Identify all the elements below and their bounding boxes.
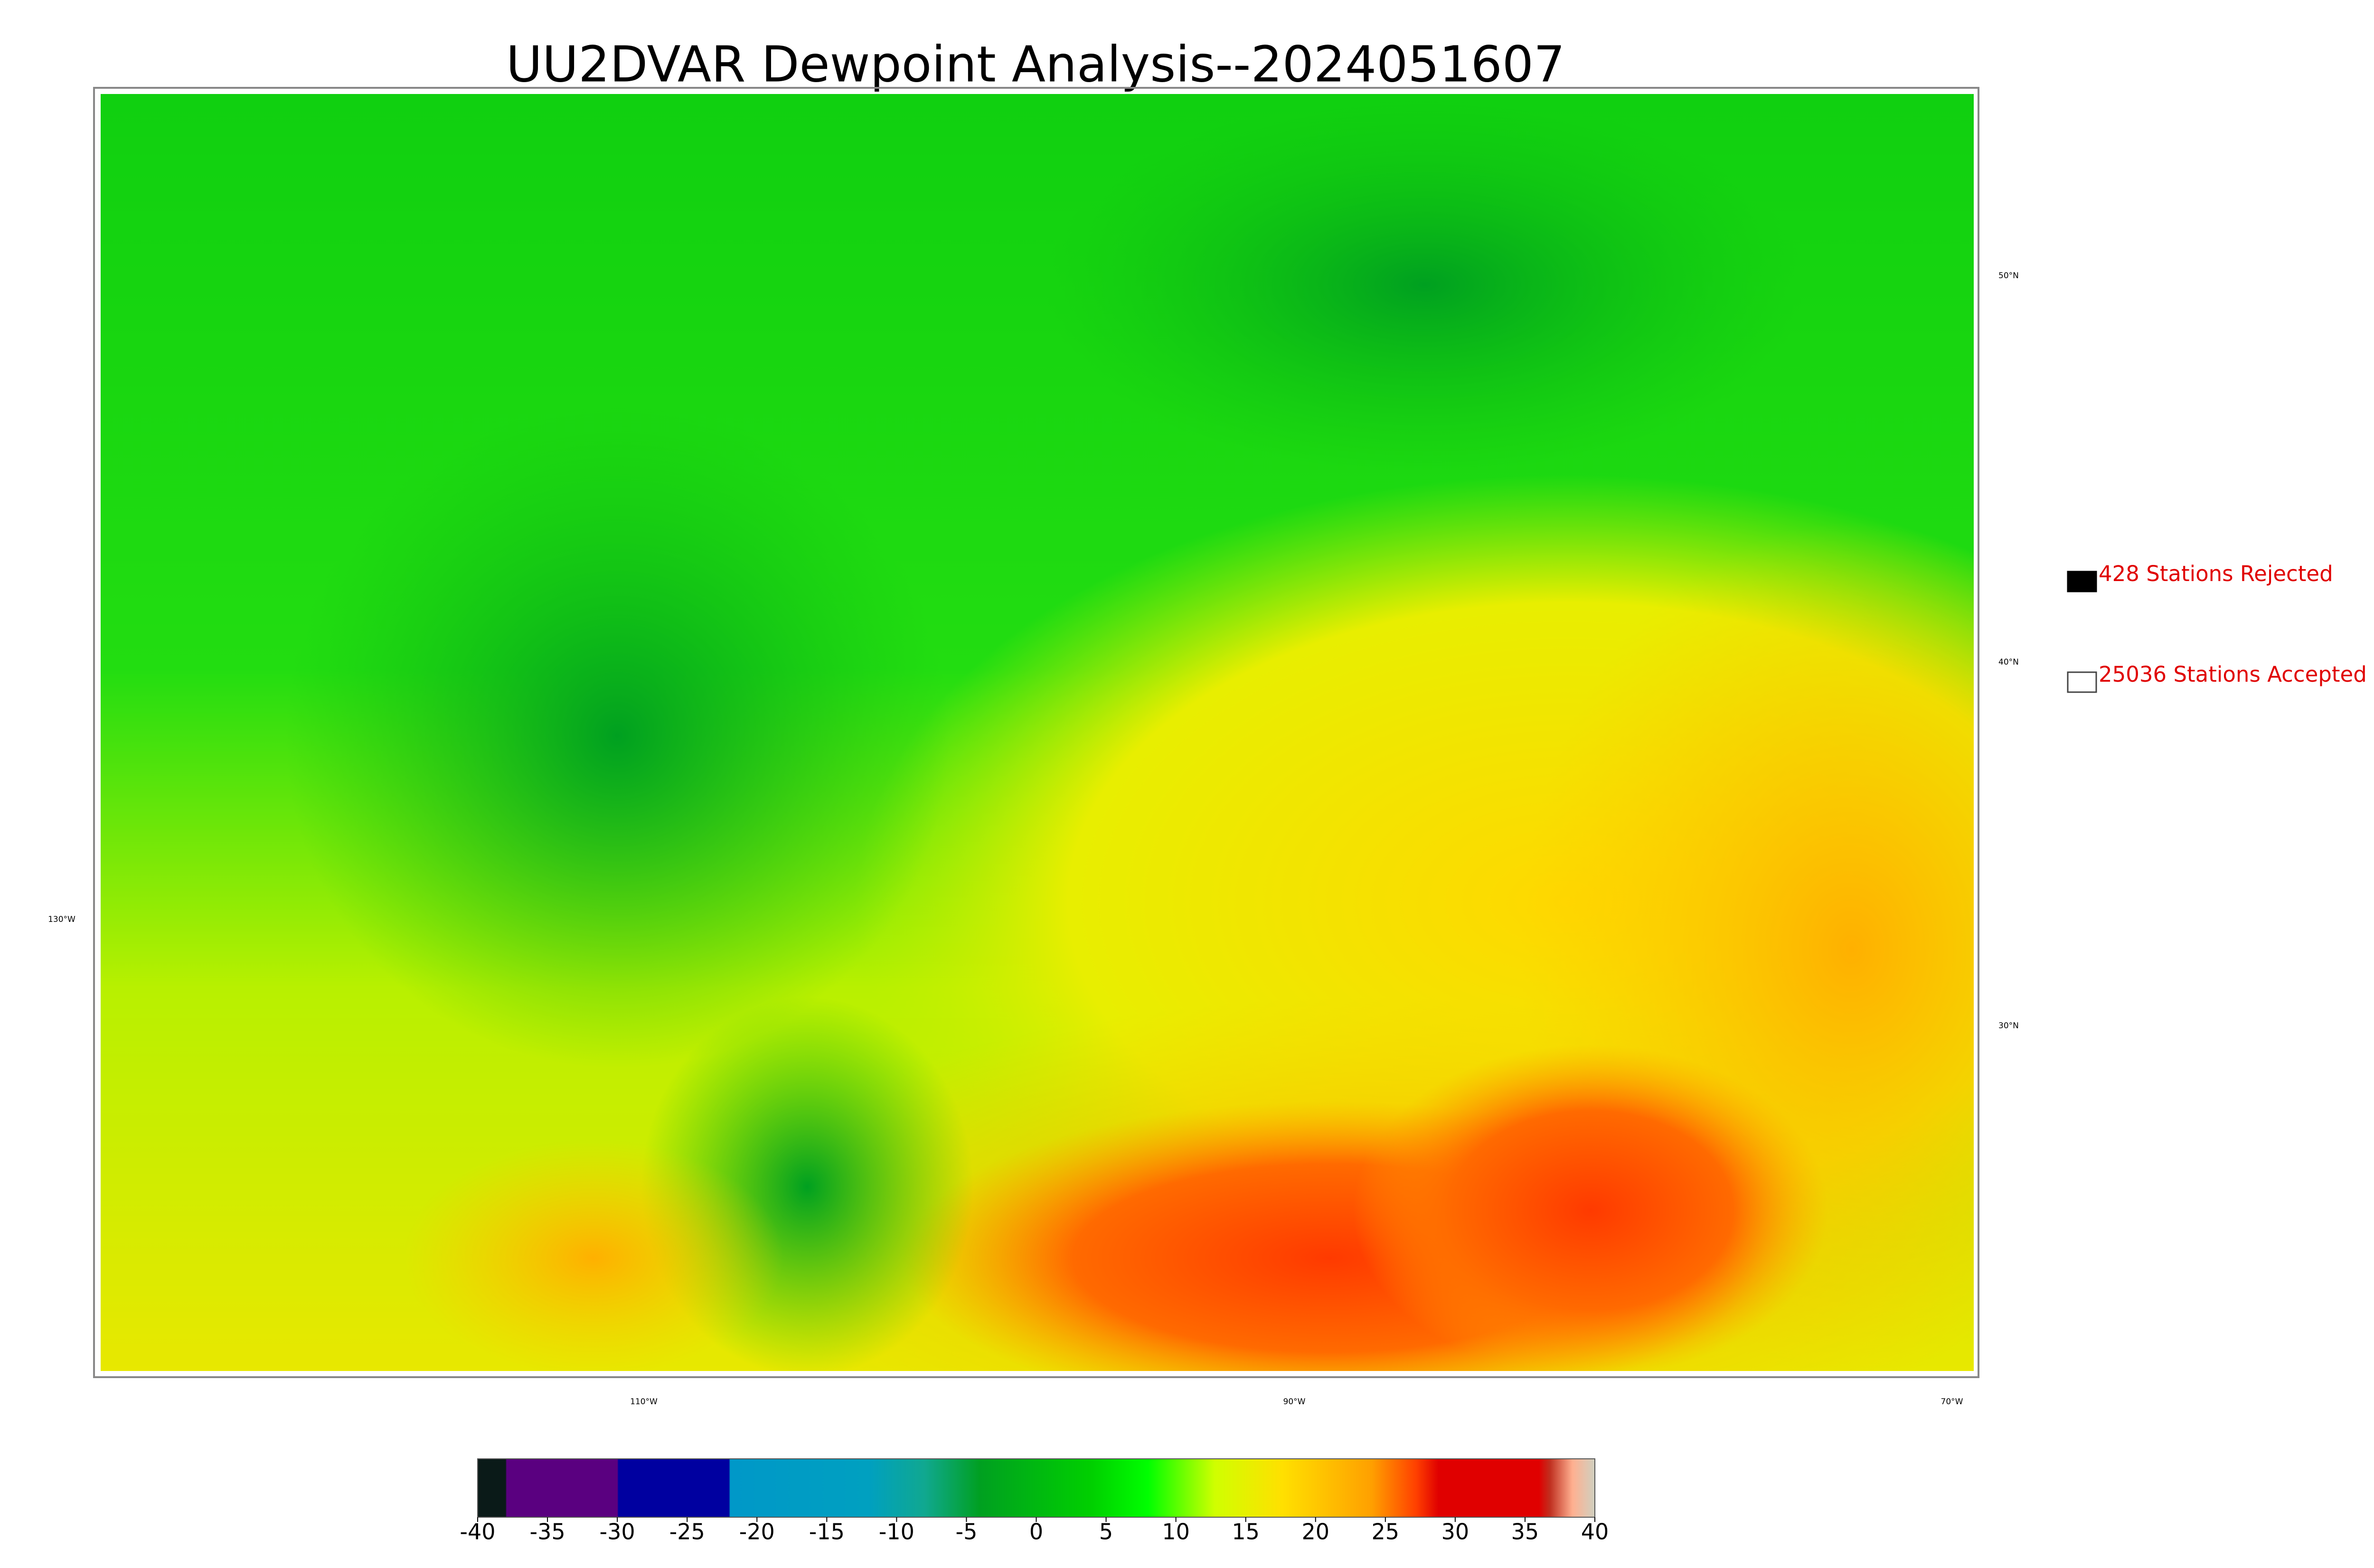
analysis-field [101, 94, 1974, 1371]
colorbar-tick-label: -15 [809, 1519, 845, 1545]
lon-label: 110°W [630, 1397, 658, 1407]
legend: 428 Stations Rejected 25036 Stations Acc… [2067, 561, 2367, 693]
lon-label: 70°W [1941, 1397, 1963, 1407]
colorbar-tick-label: 0 [1029, 1519, 1043, 1545]
colorbar-tick-label: -40 [460, 1519, 495, 1545]
colorbar-tick-label: 5 [1099, 1519, 1113, 1545]
colorbar-tick-label: -35 [529, 1519, 565, 1545]
legend-label: 428 Stations Rejected [2099, 561, 2333, 586]
graticule-labels: 50°N 40°N 30°N 130°W 110°W 90°W 70°W [48, 271, 2019, 1407]
legend-label: 25036 Stations Accepted [2099, 662, 2367, 687]
colorbar-tick-label: -25 [669, 1519, 705, 1545]
colorbar-tick-label: 10 [1162, 1519, 1190, 1545]
lat-label: 40°N [1998, 657, 2019, 667]
colorbar-tick-label: 20 [1301, 1519, 1329, 1545]
colorbar-tick-label: 25 [1372, 1519, 1400, 1545]
colorbar-tick-label: 15 [1232, 1519, 1260, 1545]
map-frame [93, 87, 1979, 1378]
lat-label: 30°N [1998, 1021, 2019, 1031]
colorbar-tick-label: -10 [879, 1519, 914, 1545]
lon-label: 90°W [1283, 1397, 1306, 1407]
colorbar-tick-label: -5 [956, 1519, 978, 1545]
colorbar-tick-label: 35 [1511, 1519, 1539, 1545]
colorbar [477, 1458, 1595, 1518]
colorbar-tick-label: 40 [1581, 1519, 1609, 1545]
lon-label: 130°W [48, 915, 75, 924]
colorbar-ticks: -40 -35 -30 -25 -20 -15 -10 -5 0 5 10 15 20 25 30 35 40 [460, 1517, 1609, 1545]
colorbar-tick-label: -20 [739, 1519, 775, 1545]
map-title: UU2DVAR Dewpoint Analysis--2024051607 [506, 35, 1565, 93]
lat-label: 50°N [1998, 271, 2019, 281]
legend-swatch [2067, 571, 2097, 592]
colorbar-tick-label: -30 [600, 1519, 635, 1545]
colorbar-tick-label: 30 [1441, 1519, 1470, 1545]
legend-swatch [2067, 671, 2097, 693]
